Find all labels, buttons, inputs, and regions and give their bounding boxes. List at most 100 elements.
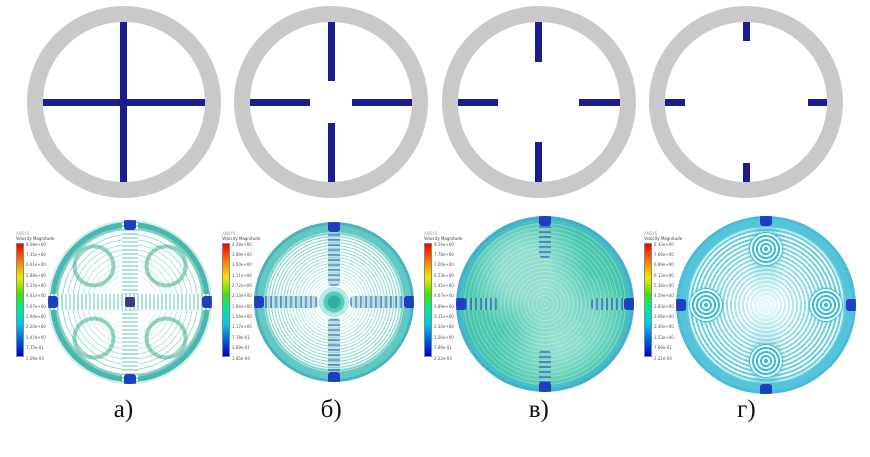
- baffle-streak-left: [459, 298, 499, 310]
- legend-ticks: 8.43e+00 7.66e+00 6.89e+00 6.13e+00 5.36e+00…: [654, 241, 674, 361]
- baffle-tip-left: [48, 296, 58, 308]
- schematic-cell-d: [643, 6, 850, 198]
- baffle-top: [327, 22, 335, 82]
- legend-title: Velocity Magnitude: [16, 235, 55, 241]
- baffle-left: [457, 98, 499, 106]
- sub-label-c: в): [528, 396, 549, 423]
- legend-ticks: 8.08e+00 7.35e+00 6.61e+00 5.88e+00 5.14e+00…: [26, 242, 46, 361]
- legend-tick: 4.41e+00: [26, 293, 46, 299]
- baffle-schematics-row: [0, 0, 870, 198]
- legend-header: ANSYS Velocity Magnitude: [16, 231, 55, 242]
- baffle-tip-top: [124, 220, 136, 230]
- legend-tick: 5.36e+00: [654, 283, 674, 289]
- baffle-tip-right: [202, 296, 212, 308]
- cfd-vector-plot-b: [254, 222, 414, 382]
- schematic-cell-a: [20, 6, 227, 198]
- legend-tick: 2.72e+00: [232, 283, 252, 289]
- legend-tick: 6.89e+00: [654, 262, 674, 268]
- legend-tick: 6.61e+00: [26, 262, 46, 268]
- cfd-vector-plot-a: [48, 220, 212, 384]
- legend-tick: 5.45e+00: [434, 283, 454, 289]
- sublabels-row: а) б) в) г): [0, 396, 870, 424]
- legend-header: ANSYS Velocity Magnitude: [644, 231, 683, 242]
- legend-tick: 3.11e+00: [434, 314, 454, 320]
- velocity-legend-d: ANSYS Velocity Magnitude 8.43e+00 7.66e+0…: [644, 231, 683, 361]
- legend-tick: 7.80e-01: [434, 345, 452, 351]
- velocity-legend-a: ANSYS Velocity Magnitude 8.08e+00 7.35e+0…: [16, 231, 55, 361]
- vortex-right: [809, 288, 844, 322]
- baffle-tip-right: [404, 296, 414, 308]
- baffle-top: [120, 22, 127, 102]
- baffle-streak-top: [328, 228, 340, 286]
- legend-colorbar: [222, 242, 230, 357]
- baffle-streak-bottom: [328, 318, 340, 376]
- legend-tick: 3.89e+00: [434, 303, 454, 309]
- legend-brand: ANSYS: [222, 231, 236, 236]
- legend-tick: 7.66e+00: [654, 251, 674, 257]
- sub-label-d: г): [737, 396, 756, 423]
- baffle-bottom: [120, 102, 127, 182]
- legend-tick: 5.88e+00: [26, 272, 46, 278]
- legend-tick: 7.66e-01: [654, 345, 672, 351]
- baffle-left: [665, 98, 685, 106]
- center-vortex: [319, 287, 349, 317]
- legend-colorbar: [16, 242, 24, 357]
- baffle-tip-bottom: [124, 374, 136, 384]
- legend-tick: 4.28e+00: [232, 241, 252, 247]
- baffle-tip-left: [456, 298, 466, 310]
- velocity-legend-b: ANSYS Velocity Magnitude 4.28e+00 3.89e+0…: [222, 231, 261, 361]
- vortex-left: [688, 288, 723, 322]
- legend-tick: 1.56e+00: [434, 334, 454, 340]
- baffle-right: [808, 98, 828, 106]
- legend-title: Velocity Magnitude: [644, 235, 683, 241]
- legend-tick: 7.78e+00: [434, 251, 454, 257]
- baffle-left: [250, 98, 311, 106]
- legend-tick: 1.56e+00: [232, 314, 252, 320]
- legend-tick: 1.85e-04: [232, 355, 250, 361]
- legend-tick: 3.06e+00: [654, 314, 674, 320]
- baffle-tip-right: [624, 298, 634, 310]
- baffle-streak-left: [260, 296, 318, 308]
- legend-tick: 7.00e+00: [434, 262, 454, 268]
- baffle-bottom: [327, 122, 335, 182]
- legend-tick: 5.14e+00: [26, 283, 46, 289]
- legend-tick: 3.83e+00: [654, 303, 674, 309]
- tank-wall-ring-a: [26, 6, 221, 198]
- legend-tick: 1.47e+00: [26, 334, 46, 340]
- baffle-tip-top: [328, 222, 340, 232]
- cfd-unit-c: ANSYS Velocity Magnitude 8.56e+00 7.78e+0…: [424, 210, 634, 394]
- tank-wall-ring-b: [234, 6, 429, 198]
- baffle-tip-bottom: [328, 372, 340, 382]
- legend-tick: 2.09e-04: [26, 355, 44, 361]
- legend-tick: 3.89e-01: [232, 345, 250, 351]
- legend-body: 8.43e+00 7.66e+00 6.89e+00 6.13e+00 5.36e+00…: [644, 241, 676, 361]
- baffle-tip-bottom: [760, 384, 772, 394]
- legend-brand: ANSYS: [424, 231, 438, 236]
- baffle-right: [579, 98, 620, 106]
- legend-brand: ANSYS: [644, 231, 658, 236]
- legend-ticks: 8.56e+00 7.78e+00 7.00e+00 6.23e+00 5.45e+00…: [434, 241, 454, 361]
- legend-title: Velocity Magnitude: [222, 235, 261, 241]
- legend-tick: 3.11e+00: [232, 272, 252, 278]
- legend-tick: 2.22e-04: [434, 355, 452, 361]
- legend-tick: 3.89e+00: [232, 251, 252, 257]
- baffle-streak-right: [591, 298, 631, 310]
- baffle-top: [535, 22, 543, 62]
- legend-tick: 2.94e+00: [26, 314, 46, 320]
- baffle-tip-right: [846, 299, 856, 311]
- baffle-tip-top: [539, 216, 551, 226]
- cfd-unit-d: ANSYS Velocity Magnitude 8.43e+00 7.66e+0…: [644, 210, 856, 394]
- baffle-left: [42, 98, 124, 106]
- cfd-unit-a: ANSYS Velocity Magnitude 8.08e+00 7.35e+0…: [16, 210, 212, 394]
- legend-tick: 3.50e+00: [232, 262, 252, 268]
- baffle-bottom: [742, 162, 750, 182]
- legend-tick: 7.35e+00: [26, 251, 46, 257]
- baffle-tip-top: [760, 216, 772, 226]
- legend-tick: 1.53e+00: [654, 334, 674, 340]
- baffle-right: [123, 98, 205, 106]
- legend-colorbar: [644, 242, 652, 357]
- legend-tick: 8.56e+00: [434, 241, 454, 247]
- baffle-streak-bottom: [539, 349, 551, 389]
- legend-tick: 8.43e+00: [654, 241, 674, 247]
